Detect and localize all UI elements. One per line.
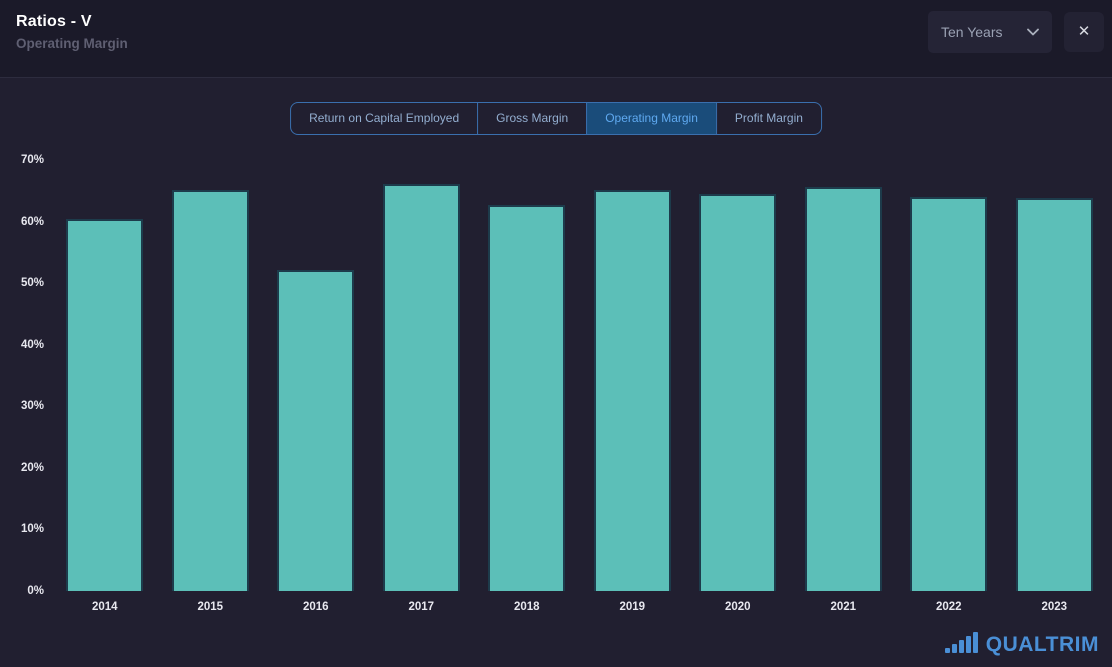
y-axis-tick-label: 40% bbox=[20, 338, 44, 351]
bar-slot-2019 bbox=[580, 160, 686, 591]
bar-slot-2016 bbox=[263, 160, 369, 591]
x-axis-tick-label: 2023 bbox=[1041, 601, 1068, 613]
y-axis-tick-label: 30% bbox=[20, 400, 44, 413]
bar-slot-2017 bbox=[369, 160, 475, 591]
chevron-down-icon bbox=[1027, 28, 1039, 36]
bar-slot-2018 bbox=[474, 160, 580, 591]
x-axis-tick-label: 2015 bbox=[197, 601, 224, 613]
bar-2014[interactable] bbox=[66, 219, 144, 591]
bar-slot-2022 bbox=[896, 160, 1002, 591]
bar-2016[interactable] bbox=[277, 270, 355, 591]
modal-header: Ratios - V Operating Margin Ten Years ✕ bbox=[0, 0, 1112, 78]
close-icon: ✕ bbox=[1077, 23, 1091, 40]
period-dropdown[interactable]: Ten Years bbox=[928, 11, 1052, 53]
x-axis-tick-label: 2022 bbox=[935, 601, 962, 613]
bar-2017[interactable] bbox=[382, 184, 460, 591]
y-axis-tick-label: 50% bbox=[20, 277, 44, 290]
title-block: Ratios - V Operating Margin bbox=[16, 13, 128, 51]
bar-2018[interactable] bbox=[488, 204, 566, 591]
page-subtitle: Operating Margin bbox=[16, 36, 128, 51]
logo-text: QUALTRIM bbox=[985, 633, 1099, 656]
bar-slot-2014 bbox=[52, 160, 158, 591]
bar-2015[interactable] bbox=[171, 189, 249, 591]
x-axis: 2014 2015 2016 2017 2018 2019 2020 2021 2022 2023 bbox=[52, 601, 1107, 613]
y-axis-tick-label: 70% bbox=[20, 154, 44, 166]
x-axis-tick-label: 2021 bbox=[830, 601, 857, 613]
bar-2021[interactable] bbox=[804, 187, 882, 591]
bar-chart-icon bbox=[945, 632, 978, 657]
x-axis-tick-label: 2018 bbox=[513, 601, 540, 613]
close-button[interactable]: ✕ bbox=[1064, 12, 1104, 52]
y-axis-tick-label: 0% bbox=[27, 585, 44, 597]
tab-profit-margin[interactable]: Profit Margin bbox=[715, 103, 821, 134]
x-axis-tick-label: 2019 bbox=[619, 601, 646, 613]
qualtrim-logo: QUALTRIM bbox=[945, 632, 1099, 657]
y-axis-tick-label: 60% bbox=[20, 215, 44, 228]
x-axis-tick-label: 2020 bbox=[724, 601, 751, 613]
bar-series bbox=[52, 160, 1107, 591]
bar-2022[interactable] bbox=[910, 196, 988, 591]
x-axis-tick-label: 2014 bbox=[91, 601, 118, 613]
metric-tabs: Return on Capital Employed Gross Margin Op… bbox=[290, 102, 822, 135]
bar-2019[interactable] bbox=[593, 189, 671, 591]
y-axis-tick-label: 10% bbox=[20, 523, 44, 536]
bar-slot-2021 bbox=[791, 160, 897, 591]
x-axis-tick-label: 2016 bbox=[302, 601, 329, 613]
bar-slot-2023 bbox=[1002, 160, 1108, 591]
tab-gross-margin[interactable]: Gross Margin bbox=[477, 103, 586, 134]
bar-2023[interactable] bbox=[1015, 197, 1093, 591]
tab-return-on-capital-employed[interactable]: Return on Capital Employed bbox=[291, 103, 477, 134]
page-title: Ratios - V bbox=[16, 13, 92, 30]
y-axis-tick-label: 20% bbox=[20, 461, 44, 474]
tab-operating-margin[interactable]: Operating Margin bbox=[586, 103, 716, 134]
bar-slot-2020 bbox=[685, 160, 791, 591]
x-axis-tick-label: 2017 bbox=[408, 601, 435, 613]
period-dropdown-value: Ten Years bbox=[941, 24, 1003, 40]
bar-slot-2015 bbox=[158, 160, 264, 591]
bar-2020[interactable] bbox=[699, 194, 777, 591]
